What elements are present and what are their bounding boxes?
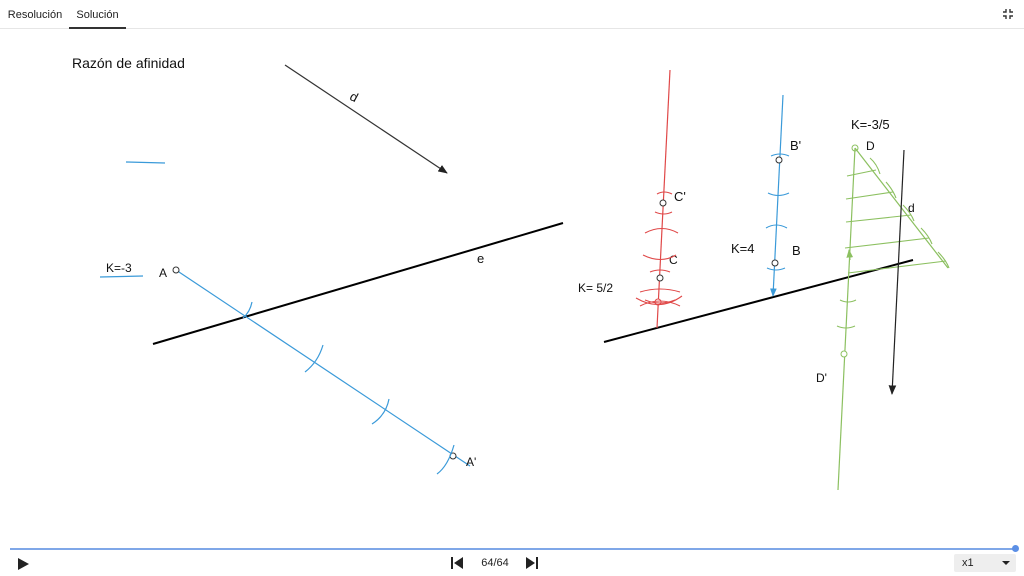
progress-thumb[interactable]: [1012, 545, 1019, 552]
ratio-k-d-label: K=-3/5: [851, 117, 890, 132]
d-line-arrow: [846, 249, 854, 261]
direction-d-right-label: d: [908, 201, 915, 215]
point-c-label: C: [669, 253, 678, 267]
compass-arc: [937, 251, 950, 269]
point-b: [771, 259, 779, 267]
compass-arc: [920, 227, 933, 245]
direction-d-arrow: [284, 64, 448, 174]
compass-arc: [885, 181, 897, 199]
division-parallel: [844, 237, 930, 249]
compass-arc: [767, 192, 790, 197]
compass-arc: [770, 153, 790, 157]
tab-resolucion-label: Resolución: [7, 8, 63, 21]
skip-previous-icon[interactable]: [450, 557, 464, 569]
ratio-k-a-label: K=-3: [106, 261, 132, 275]
axis-e-right: [603, 259, 914, 343]
compass-arc: [869, 157, 881, 175]
skip-next-icon[interactable]: [525, 557, 539, 569]
axis-e-left: [152, 222, 564, 345]
compass-arc: [371, 398, 390, 425]
tab-bar: Resolución Solución: [0, 0, 1024, 29]
compass-arc: [635, 295, 683, 306]
compass-arc: [639, 288, 681, 293]
progress-bar[interactable]: [10, 548, 1016, 550]
compass-arc: [766, 267, 786, 271]
division-parallel: [847, 260, 947, 274]
compass-arc: [644, 227, 679, 234]
chevron-down-icon: [1002, 561, 1010, 565]
play-icon[interactable]: [16, 557, 30, 571]
compass-arc: [649, 269, 671, 273]
tab-resolucion[interactable]: Resolución: [3, 0, 67, 29]
point-b-label: B: [792, 243, 801, 258]
point-d-label: D: [866, 139, 875, 153]
compass-arc: [436, 444, 455, 475]
point-a-prime-label: A': [466, 455, 476, 469]
point-a: [172, 266, 180, 274]
compass-arc: [765, 224, 788, 229]
speed-select[interactable]: x1: [954, 554, 1016, 572]
compass-arc: [644, 299, 676, 304]
point-d-prime-label: D': [816, 371, 827, 385]
ratio-k-c-label: K= 5/2: [578, 281, 613, 295]
ratio-k-a-underline: [99, 275, 144, 278]
direction-d-label: d: [347, 89, 360, 106]
c-line: [656, 69, 671, 329]
direction-d-arrow-right: [888, 149, 905, 395]
compass-arc: [656, 191, 673, 195]
point-b-prime: [775, 156, 783, 164]
compass-arc: [642, 254, 677, 261]
compass-arc: [902, 204, 915, 222]
a-to-a-prime-line: [175, 269, 471, 467]
step-counter: 64/64: [481, 557, 509, 569]
axis-e-label: e: [477, 251, 484, 266]
point-c-prime-label: C': [674, 189, 686, 204]
compass-arc: [654, 211, 673, 215]
division-parallel: [846, 169, 877, 177]
d-line: [837, 147, 856, 491]
compass-arc: [836, 325, 856, 329]
exit-fullscreen-icon[interactable]: [1000, 6, 1016, 22]
tab-solucion-label: Solución: [76, 8, 119, 21]
point-c-prime: [659, 199, 667, 207]
division-parallel: [845, 191, 894, 200]
compass-arc: [242, 301, 253, 319]
compass-arc: [639, 300, 681, 307]
drawing-canvas: Razón de afinidad d e K=-3 A A': [0, 29, 1024, 545]
point-b-prime-label: B': [790, 138, 801, 153]
point-a-label: A: [159, 266, 167, 280]
diagram-title: Razón de afinidad: [72, 55, 185, 71]
ratio-k-b-label: K=4: [731, 241, 755, 256]
compass-arc: [304, 344, 324, 373]
tab-solucion[interactable]: Solución: [69, 0, 126, 29]
speed-value: x1: [962, 557, 974, 569]
blue-segment: [125, 161, 166, 164]
point-d-prime: [840, 350, 848, 358]
point-c: [656, 274, 664, 282]
compass-arc: [839, 299, 857, 303]
affinity-diagram: Razón de afinidad d e K=-3 A A': [72, 55, 950, 491]
